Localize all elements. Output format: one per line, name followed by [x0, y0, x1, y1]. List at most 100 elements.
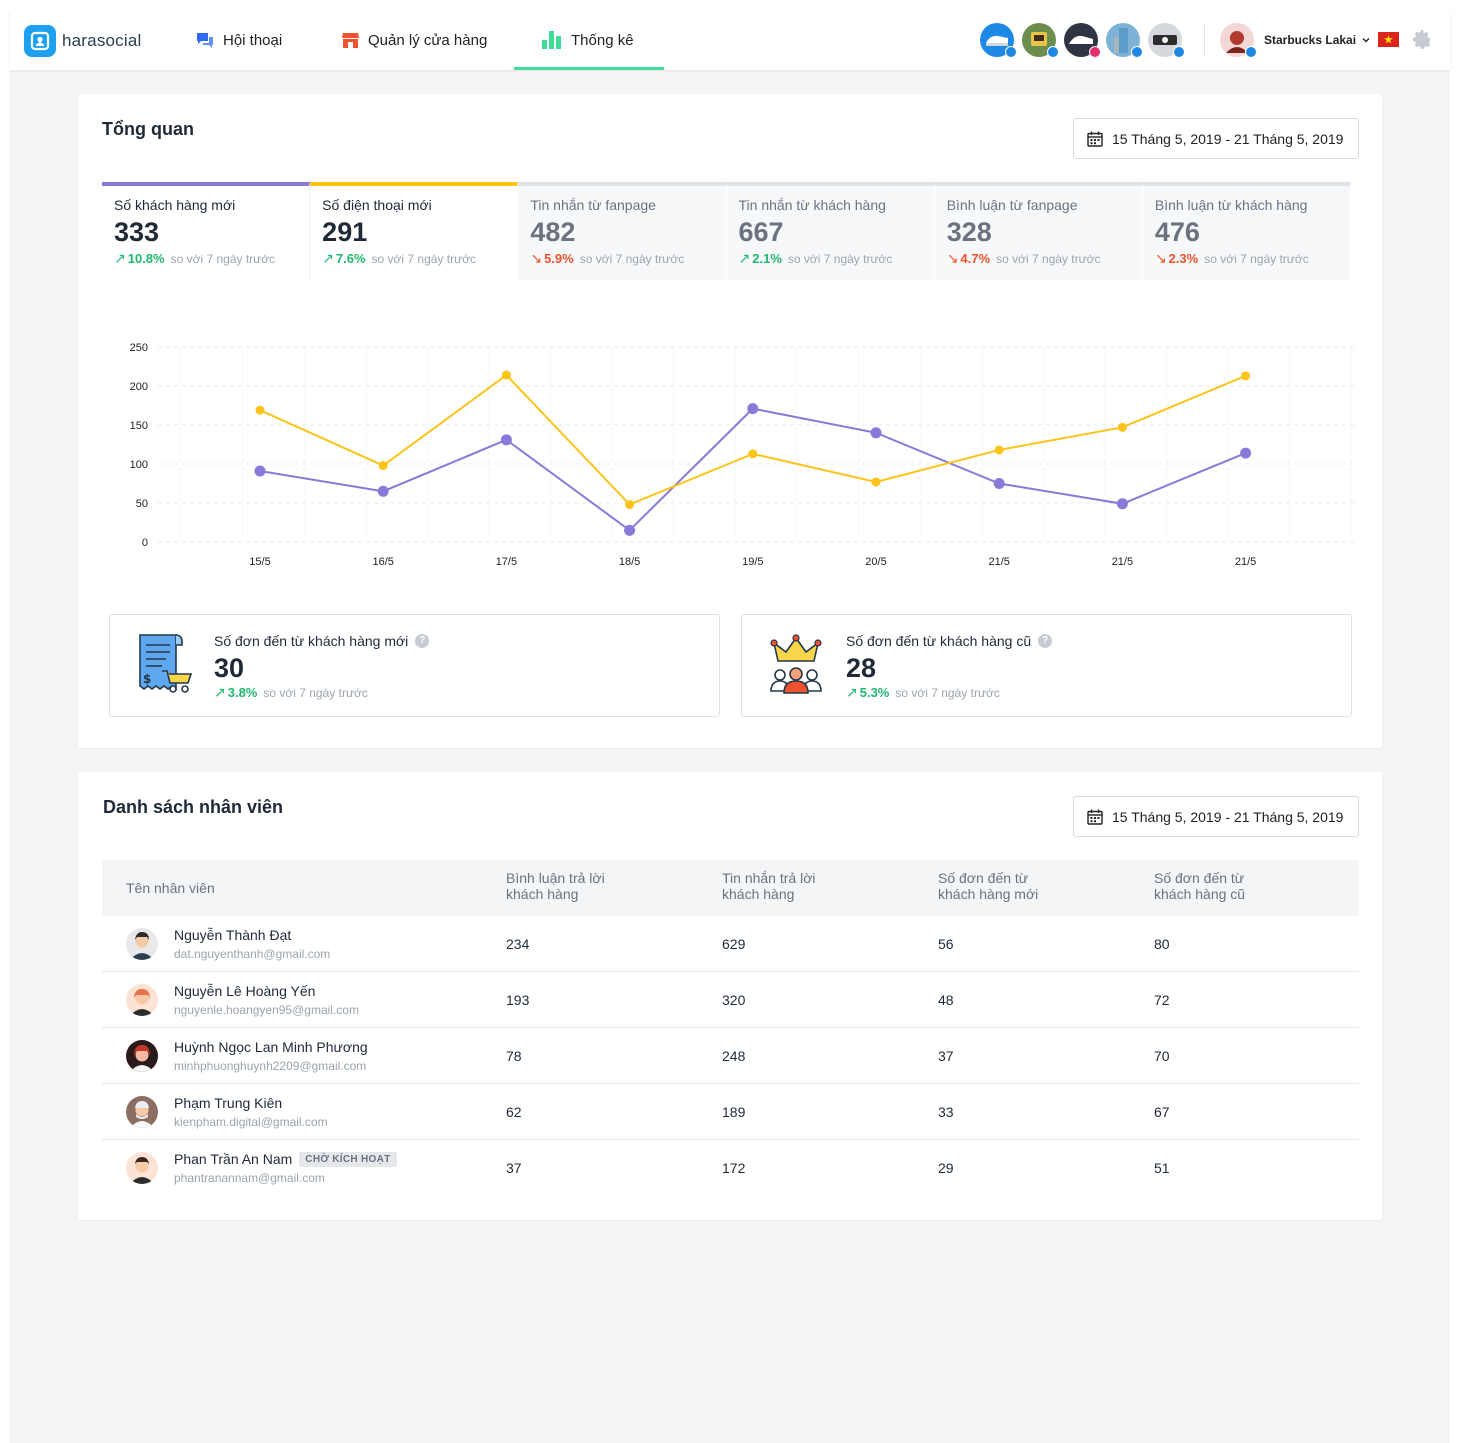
x-tick-label: 19/5 — [742, 556, 763, 568]
employee-name-text: Huỳnh Ngọc Lan Minh Phương — [174, 1039, 368, 1055]
metric-change: ↘ 4.7% so với 7 ngày trước — [947, 250, 1130, 267]
employee-name-text: Nguyễn Thành Đạt — [174, 927, 292, 943]
crown-group-icon — [770, 634, 822, 694]
order-compare-text: so với 7 ngày trước — [895, 685, 1000, 700]
metric-compare-text: so với 7 ngày trước — [787, 251, 893, 266]
account-switcher[interactable]: Starbucks Lakai — [1220, 23, 1371, 58]
messenger-icon — [1005, 46, 1017, 58]
order-box-label-text: Số đơn đến từ khách hàng mới — [214, 633, 409, 649]
avatar — [126, 928, 158, 960]
metric-fanpage-messages[interactable]: Tin nhắn từ fanpage 482 ↘ 5.9% so với 7 ng… — [518, 182, 727, 280]
nav-store-management-label: Quản lý cửa hàng — [368, 31, 488, 49]
help-icon[interactable]: ? — [1038, 634, 1053, 648]
employee-email: phantranannam@gmail.com — [174, 1171, 325, 1185]
nav-store-management[interactable]: Quản lý cửa hàng — [342, 10, 487, 70]
table-row[interactable]: Phạm Trung Kiên kienpham.digital@gmail.c… — [102, 1084, 1359, 1140]
table-row[interactable]: Huỳnh Ngọc Lan Minh Phương minhphuonghuy… — [102, 1028, 1359, 1084]
x-tick-label: 21/5 — [988, 556, 1009, 568]
y-tick-label: 150 — [130, 420, 148, 432]
overview-title: Tổng quan — [102, 119, 194, 139]
channel-avatar[interactable] — [1064, 23, 1101, 58]
avatar — [126, 1152, 158, 1184]
staff-table: Tên nhân viên Bình luận trả lời khách hà… — [102, 860, 1359, 1196]
trend-down-icon: ↘ — [1154, 250, 1167, 266]
data-point-series-2 — [748, 449, 758, 459]
channel-avatar[interactable] — [1106, 23, 1143, 58]
employee-name-text: Nguyễn Lê Hoàng Yến — [174, 983, 316, 999]
svg-text:$: $ — [143, 672, 151, 686]
channel-avatar[interactable] — [1148, 23, 1185, 58]
metric-customer-messages[interactable]: Tin nhắn từ khách hàng 667 ↗ 2.1% so với 7… — [726, 182, 935, 280]
data-point-series-1 — [1240, 447, 1252, 459]
nav-conversations[interactable]: Hội thoại — [196, 10, 282, 70]
metric-value: 333 — [114, 217, 160, 247]
table-header: Tên nhân viên Bình luận trả lời khách hà… — [102, 860, 1359, 916]
data-point-series-1 — [747, 403, 759, 415]
messenger-icon — [1245, 46, 1257, 58]
column-header-name[interactable]: Tên nhân viên — [126, 880, 215, 896]
help-icon[interactable]: ? — [415, 634, 430, 648]
column-header-old-orders[interactable]: Số đơn đến từ khách hàng cũ — [1154, 870, 1246, 902]
table-row[interactable]: Nguyễn Lê Hoàng Yến nguyenle.hoangyen95@… — [102, 972, 1359, 1028]
store-icon — [342, 32, 359, 48]
metric-value: 291 — [322, 217, 368, 247]
overview-date-picker[interactable]: 15 Tháng 5, 2019 - 21 Tháng 5, 2019 — [1073, 118, 1359, 159]
cell-comments: 62 — [506, 1104, 522, 1120]
table-row[interactable]: Nguyễn Thành Đạt dat.nguyenthanh@gmail.c… — [102, 916, 1359, 972]
order-box-change: ↗ 3.8% so với 7 ngày trước — [214, 684, 368, 701]
metric-value: 328 — [946, 217, 992, 247]
metric-compare-text: so với 7 ngày trước — [371, 251, 477, 266]
order-compare-text: so với 7 ngày trước — [263, 685, 368, 700]
chat-icon — [197, 32, 213, 48]
metric-new-phones[interactable]: Số điện thoại mới 291 ↗ 7.6% so với 7 ngày… — [310, 182, 519, 280]
nav-statistics[interactable]: Thống kê — [514, 10, 663, 70]
staff-title: Danh sách nhân viên — [103, 797, 284, 817]
channel-avatar[interactable] — [980, 23, 1017, 58]
gear-icon[interactable] — [1413, 30, 1432, 49]
metric-label: Số điện thoại mới — [322, 197, 432, 213]
metric-change: ↘ 2.3% so với 7 ngày trước — [1155, 250, 1338, 267]
connected-channels — [980, 23, 1190, 58]
harasocial-logo[interactable]: harasocial — [24, 25, 142, 57]
logo-icon — [24, 25, 56, 57]
order-box-label: Số đơn đến từ khách hàng mới? — [214, 633, 430, 649]
metric-change-percent: 5.9% — [544, 251, 574, 266]
column-header-messages[interactable]: Tin nhắn trả lời khách hàng — [722, 870, 816, 902]
cell-messages: 172 — [722, 1160, 746, 1176]
messenger-icon — [1173, 46, 1185, 58]
avatar — [126, 1040, 158, 1072]
y-tick-label: 250 — [130, 342, 148, 354]
top-navigation-bar: harasocial Hội thoại Quản lý cửa hàng Th… — [10, 10, 1450, 70]
chevron-down-icon — [1362, 38, 1370, 43]
trend-up-icon: ↗ — [846, 684, 858, 700]
employee-name-text: Phan Trần An Nam — [174, 1151, 293, 1167]
table-row[interactable]: Phan Trần An Nam CHỜ KÍCH HOẠT phantranan… — [102, 1140, 1359, 1196]
metric-change-percent: 2.1% — [752, 251, 782, 266]
metric-change-percent: 7.6% — [335, 251, 366, 266]
column-header-new-orders[interactable]: Số đơn đến từ khách hàng mới — [938, 870, 1039, 902]
metric-new-customers[interactable]: Số khách hàng mới 333 ↗ 10.8% so với 7 ngà… — [102, 182, 311, 280]
avatar — [126, 984, 158, 1016]
employee-name-text: Phạm Trung Kiên — [174, 1095, 283, 1111]
y-tick-label: 100 — [130, 459, 148, 471]
metric-fanpage-comments[interactable]: Bình luận từ fanpage 328 ↘ 4.7% so với 7 n… — [934, 182, 1143, 280]
employee-name: Nguyễn Lê Hoàng Yến — [174, 983, 315, 999]
data-point-series-2 — [1117, 422, 1127, 432]
employee-email: minhphuonghuynh2209@gmail.com — [174, 1059, 367, 1073]
employee-email: kienpham.digital@gmail.com — [174, 1115, 328, 1129]
trend-up-icon: ↗ — [738, 250, 751, 266]
cell-comments: 193 — [506, 992, 530, 1008]
x-tick-label: 21/5 — [1112, 556, 1133, 568]
cell-old-orders: 70 — [1154, 1048, 1170, 1064]
vietnam-flag-icon[interactable] — [1378, 32, 1399, 47]
x-tick-label: 20/5 — [865, 556, 886, 568]
calendar-icon — [1087, 809, 1103, 825]
metric-customer-comments[interactable]: Bình luận từ khách hàng 476 ↘ 2.3% so với … — [1142, 182, 1352, 280]
metric-label: Số khách hàng mới — [114, 197, 236, 213]
channel-avatar[interactable] — [1022, 23, 1059, 58]
staff-date-picker[interactable]: 15 Tháng 5, 2019 - 21 Tháng 5, 2019 — [1073, 796, 1359, 837]
metric-change: ↘ 5.9% so với 7 ngày trước — [530, 250, 713, 267]
column-header-comments[interactable]: Bình luận trả lời khách hàng — [506, 870, 605, 902]
trend-up-icon: ↗ — [114, 250, 126, 266]
x-tick-label: 21/5 — [1235, 556, 1256, 568]
